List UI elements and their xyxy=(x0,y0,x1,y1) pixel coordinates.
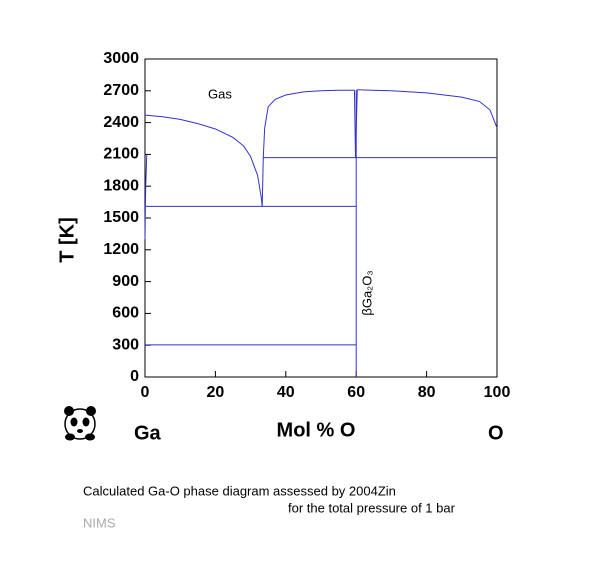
phase-boundary xyxy=(144,114,263,207)
x-tick-label: 60 xyxy=(347,384,365,401)
phase-boundary xyxy=(144,154,148,240)
x-axis-label: Mol % O xyxy=(277,419,356,441)
source: NIMS xyxy=(83,515,116,530)
y-tick-label: 2400 xyxy=(103,114,139,131)
y-tick-label: 1500 xyxy=(103,209,139,226)
x-tick-label: 40 xyxy=(277,384,295,401)
y-tick-label: 1200 xyxy=(103,241,139,258)
y-tick-label: 0 xyxy=(130,368,139,385)
x-right-element: O xyxy=(488,422,504,444)
y-tick-label: 600 xyxy=(112,305,139,322)
y-tick-label: 900 xyxy=(112,273,139,290)
x-tick-label: 0 xyxy=(141,384,150,401)
caption: for the total pressure of 1 bar xyxy=(288,500,456,515)
caption: Calculated Ga-O phase diagram assessed b… xyxy=(83,483,396,498)
x-left-element: Ga xyxy=(134,422,162,444)
plot-frame xyxy=(144,58,498,378)
gas-label: Gas xyxy=(208,86,232,101)
x-tick-label: 100 xyxy=(484,384,511,401)
phase-label: βGa₂O₃ xyxy=(359,270,374,315)
phase-boundary xyxy=(357,89,498,129)
x-tick-label: 80 xyxy=(418,384,436,401)
y-tick-label: 3000 xyxy=(103,50,139,67)
y-tick-label: 2100 xyxy=(103,146,139,163)
x-tick-label: 20 xyxy=(207,384,225,401)
y-tick-label: 2700 xyxy=(103,82,139,99)
y-tick-label: 300 xyxy=(112,336,139,353)
y-tick-label: 1800 xyxy=(103,177,139,194)
phase-boundary xyxy=(261,89,355,207)
y-axis-label: T [K] xyxy=(56,217,78,263)
panda-icon xyxy=(64,406,96,441)
